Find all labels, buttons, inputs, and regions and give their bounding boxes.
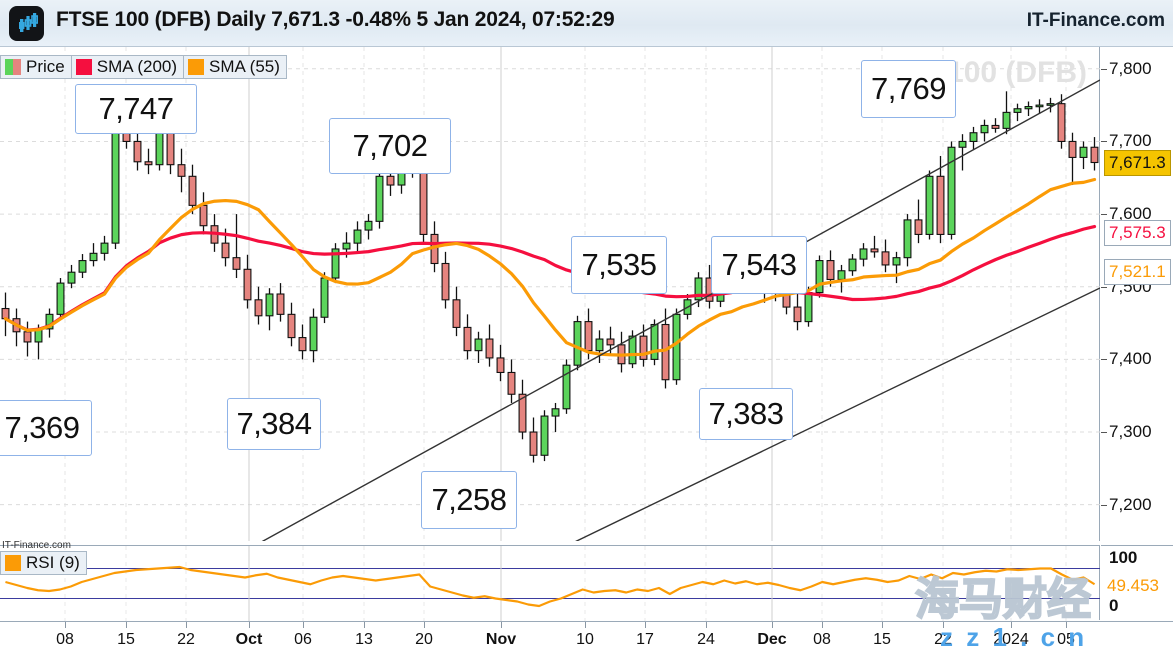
callout-text: 7,769 bbox=[870, 71, 947, 106]
y-tick-label: 7,400 bbox=[1109, 349, 1152, 369]
x-tick-mark bbox=[943, 622, 944, 628]
x-tick-label: Dec bbox=[757, 631, 787, 648]
x-tick-label: 20 bbox=[415, 631, 433, 648]
x-tick-label: 13 bbox=[355, 631, 373, 648]
callout-7383[interactable]: 7,383 bbox=[699, 388, 793, 440]
callout-7769[interactable]: 7,769 bbox=[861, 60, 956, 118]
rsi-plot-area[interactable] bbox=[0, 545, 1100, 621]
x-tick-label: 10 bbox=[576, 631, 594, 648]
x-tick-label: Oct bbox=[235, 631, 263, 648]
rsi-axis-bottom: 0 bbox=[1109, 596, 1119, 615]
x-tick-label: 17 bbox=[636, 631, 654, 648]
x-tick-mark bbox=[126, 622, 127, 628]
y-tick-mark bbox=[1101, 214, 1107, 216]
small-brand-label: IT-Finance.com bbox=[2, 540, 71, 551]
callout-7702[interactable]: 7,702 bbox=[329, 118, 451, 174]
x-tick-mark bbox=[706, 622, 707, 628]
x-tick-mark bbox=[882, 622, 883, 628]
callout-7543[interactable]: 7,543 bbox=[711, 236, 807, 294]
legend-label-sma55: SMA (55) bbox=[209, 57, 280, 76]
callout-text: 7,747 bbox=[98, 91, 174, 126]
x-tick-mark bbox=[501, 622, 502, 628]
callout-7535[interactable]: 7,535 bbox=[571, 236, 667, 294]
legend-label-rsi: RSI (9) bbox=[26, 553, 80, 572]
x-tick-mark bbox=[65, 622, 66, 628]
candlestick-logo-icon bbox=[9, 6, 44, 41]
y-tick-mark bbox=[1101, 68, 1107, 70]
x-axis[interactable]: 08 15 22 Oct 06 13 20 Nov 10 17 24 Dec 08 15 22 2024 05 bbox=[0, 621, 1173, 660]
brand-label: IT-Finance.com bbox=[1026, 10, 1165, 31]
y-tick-mark bbox=[1101, 359, 1107, 361]
x-tick-label: 22 bbox=[177, 631, 195, 648]
y-tick-mark bbox=[1101, 432, 1107, 434]
price-y-axis[interactable]: 7,800 7,700 7,600 7,500 7,400 7,300 7,200 7,67… bbox=[1101, 47, 1173, 541]
legend-item-price[interactable]: Price bbox=[0, 55, 72, 79]
callout-text: 7,383 bbox=[708, 396, 784, 431]
x-tick-mark bbox=[364, 622, 365, 628]
y-tick-label: 7,800 bbox=[1109, 58, 1152, 78]
callout-text: 7,702 bbox=[352, 128, 428, 163]
x-tick-mark bbox=[585, 622, 586, 628]
callout-7369[interactable]: 7,369 bbox=[0, 400, 92, 456]
rsi-y-axis: 100 49.453 0 bbox=[1101, 545, 1173, 620]
x-tick-label: 15 bbox=[117, 631, 135, 648]
callout-7747[interactable]: 7,747 bbox=[75, 84, 197, 134]
sma55-pill: 7,521.1 bbox=[1104, 259, 1171, 286]
price-swatch-icon bbox=[5, 59, 21, 75]
x-tick-label: 22 bbox=[934, 631, 952, 648]
y-tick-mark bbox=[1101, 141, 1107, 143]
legend-label-sma200: SMA (200) bbox=[96, 57, 178, 76]
legend-item-sma55[interactable]: SMA (55) bbox=[183, 55, 287, 79]
sma200-pill: 7,575.3 bbox=[1104, 220, 1171, 247]
x-tick-mark bbox=[186, 622, 187, 628]
chart-title: FTSE 100 (DFB) Daily 7,671.3 -0.48% 5 Ja… bbox=[56, 8, 615, 31]
legend-item-rsi[interactable]: RSI (9) bbox=[0, 551, 87, 575]
callout-text: 7,543 bbox=[721, 247, 797, 282]
callout-7258[interactable]: 7,258 bbox=[421, 471, 517, 529]
x-tick-label: 08 bbox=[813, 631, 831, 648]
callout-text: 7,535 bbox=[581, 247, 657, 282]
sma55-swatch-icon bbox=[188, 59, 205, 75]
x-tick-mark bbox=[645, 622, 646, 628]
callout-text: 7,384 bbox=[236, 406, 312, 441]
sma200-swatch-icon bbox=[75, 59, 92, 75]
app-header: FTSE 100 (DFB) Daily 7,671.3 -0.48% 5 Ja… bbox=[0, 0, 1173, 47]
x-tick-label: 24 bbox=[697, 631, 715, 648]
x-tick-mark bbox=[1066, 622, 1067, 628]
x-tick-label: Nov bbox=[485, 631, 517, 648]
x-tick-label: 2024 bbox=[993, 631, 1029, 648]
rsi-axis-top: 100 bbox=[1109, 548, 1138, 567]
y-tick-label: 7,300 bbox=[1109, 422, 1152, 442]
y-tick-mark bbox=[1101, 504, 1107, 506]
price-chart-svg bbox=[0, 47, 1100, 541]
y-tick-label: 7,600 bbox=[1109, 204, 1152, 224]
x-tick-label: 06 bbox=[294, 631, 312, 648]
rsi-chart-svg bbox=[0, 546, 1100, 621]
rsi-legend: RSI (9) bbox=[0, 551, 87, 575]
x-tick-label: 15 bbox=[873, 631, 891, 648]
x-tick-mark bbox=[1011, 622, 1012, 628]
callout-text: 7,258 bbox=[431, 482, 507, 517]
callout-7384[interactable]: 7,384 bbox=[227, 398, 321, 450]
legend-item-sma200[interactable]: SMA (200) bbox=[70, 55, 185, 79]
x-tick-label: 08 bbox=[56, 631, 74, 648]
x-tick-label: 05 bbox=[1057, 631, 1075, 648]
chart-legend: Price SMA (200) SMA (55) bbox=[0, 55, 287, 79]
y-tick-label: 7,700 bbox=[1109, 131, 1152, 151]
price-pill: 7,671.3 bbox=[1104, 150, 1171, 177]
rsi-axis-value: 49.453 bbox=[1107, 576, 1159, 595]
callout-text: 7,369 bbox=[4, 410, 80, 445]
x-tick-mark bbox=[772, 622, 773, 628]
x-tick-mark bbox=[822, 622, 823, 628]
x-tick-mark bbox=[249, 622, 250, 628]
y-tick-label: 7,200 bbox=[1109, 494, 1152, 514]
x-tick-mark bbox=[303, 622, 304, 628]
y-tick-mark bbox=[1101, 286, 1107, 288]
rsi-swatch-icon bbox=[5, 555, 21, 571]
x-tick-mark bbox=[424, 622, 425, 628]
legend-label-price: Price bbox=[26, 57, 65, 76]
